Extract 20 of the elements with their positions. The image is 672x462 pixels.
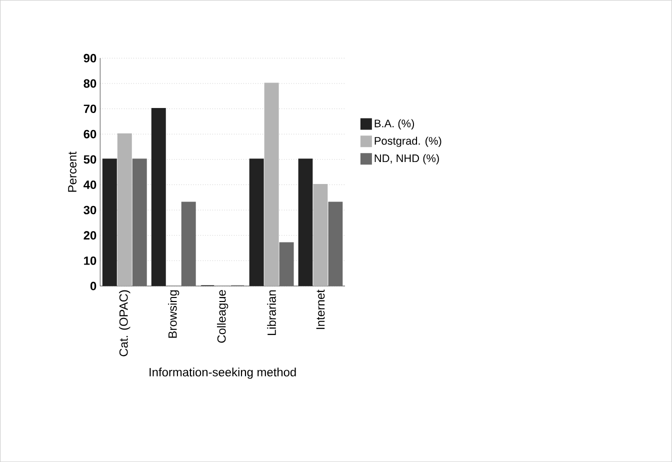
y-tick-label: 80 xyxy=(84,79,96,88)
x-tick-label: Cat. (OPAC) xyxy=(119,290,130,356)
x-tick-label: Internet xyxy=(316,290,325,329)
y-tick-label: 10 xyxy=(84,256,96,265)
y-tick-label: 0 xyxy=(90,282,96,290)
legend-label: Postgrad. (%) xyxy=(374,136,442,147)
x-tick-label: Librarian xyxy=(267,290,276,335)
y-tick-label: 30 xyxy=(84,206,96,214)
y-tick-label: 20 xyxy=(84,231,96,240)
y-tick-label: 60 xyxy=(84,130,96,138)
y-tick-label: 40 xyxy=(84,180,96,189)
x-tick-label: Browsing xyxy=(168,290,180,338)
x-tick-label: Colleague xyxy=(217,290,228,343)
y-tick-label: 90 xyxy=(84,54,96,62)
y-tick-label: 70 xyxy=(84,104,96,113)
y-tick-label: 50 xyxy=(84,155,96,164)
y-axis-title: Percent xyxy=(68,152,76,192)
legend-label: ND, NHD (%) xyxy=(374,154,439,164)
legend-label: B.A. (%) xyxy=(374,119,414,130)
x-axis-title: Information-seeking method xyxy=(150,368,296,379)
